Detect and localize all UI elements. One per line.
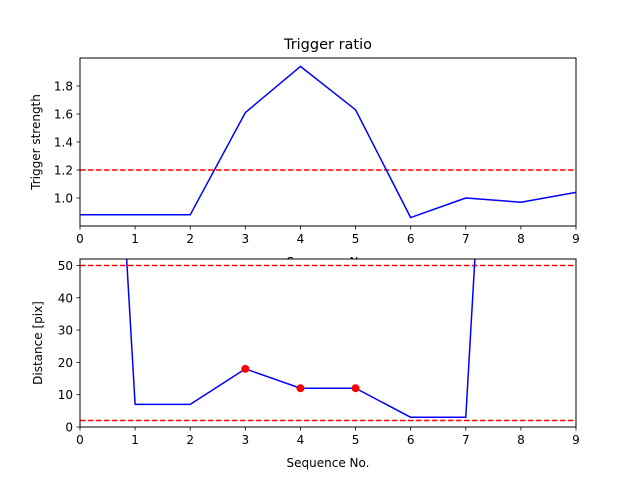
top-y-tick-label: 1.2: [54, 164, 73, 178]
bottom-x-tick-label: 9: [572, 433, 580, 447]
bottom-marker-point: [351, 384, 360, 393]
top-x-tick-label: 9: [572, 232, 580, 246]
top-x-tick-label: 2: [186, 232, 194, 246]
top-plot-area: [80, 58, 576, 226]
bottom-plot-frame: [79, 258, 577, 428]
bottom-x-tick-label: 5: [352, 433, 360, 447]
top-x-tick-label: 6: [407, 232, 415, 246]
bottom-y-axis-label: Distance [pix]: [31, 301, 45, 385]
top-y-tick-label: 1.0: [54, 192, 73, 206]
bottom-marker-point: [296, 384, 305, 393]
bottom-x-tick-label: 1: [131, 433, 139, 447]
bottom-x-tick-label: 2: [186, 433, 194, 447]
bottom-x-tick-label: 7: [462, 433, 470, 447]
bottom-y-tick-label: 0: [65, 421, 73, 435]
top-y-tick-label: 1.6: [54, 108, 73, 122]
bottom-series-line-0: [125, 259, 476, 419]
top-x-tick-label: 4: [297, 232, 305, 246]
bottom-y-tick-label: 50: [58, 259, 73, 273]
bottom-marker-point: [241, 364, 250, 373]
bottom-y-tick-label: 10: [58, 388, 73, 402]
top-x-tick-label: 0: [76, 232, 84, 246]
bottom-y-tick-label: 20: [58, 356, 73, 370]
bottom-subplot: 0 1 2 3 4 5 6 7 8 9 0 10 20 30 40 50 Distance [pix] Se…: [31, 258, 580, 470]
top-series-line-0: [80, 65, 576, 219]
bottom-x-axis-label: Sequence No.: [287, 456, 370, 470]
top-subplot: 0 1 2 3 4 5 6 7 8 9 1.0 1.2 1.4 1.6 1.8 Trigger ratio…: [29, 37, 580, 269]
bottom-plot-area: [80, 259, 576, 427]
top-x-tick-label: 8: [517, 232, 525, 246]
bottom-x-tick-label: 6: [407, 433, 415, 447]
top-chart-title: Trigger ratio: [283, 37, 372, 53]
top-x-tick-label: 5: [352, 232, 360, 246]
top-y-tick-label: 1.8: [54, 80, 73, 94]
bottom-x-tick-label: 4: [297, 433, 305, 447]
bottom-y-tick-label: 30: [58, 324, 73, 338]
bottom-x-tick-label: 0: [76, 433, 84, 447]
bottom-y-tick-label: 40: [58, 291, 73, 305]
top-y-axis-label: Trigger strength: [29, 94, 43, 191]
top-x-tick-label: 1: [131, 232, 139, 246]
top-x-tick-label: 7: [462, 232, 470, 246]
bottom-x-tick-label: 3: [242, 433, 250, 447]
bottom-x-tick-label: 8: [517, 433, 525, 447]
top-y-tick-label: 1.4: [54, 136, 73, 150]
top-x-tick-label: 3: [242, 232, 250, 246]
